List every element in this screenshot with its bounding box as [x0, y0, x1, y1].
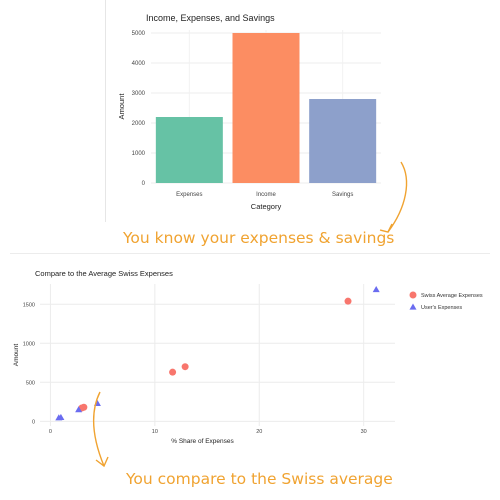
y-tick-label: 1500: [23, 302, 35, 308]
bar-chart-title: Income, Expenses, and Savings: [146, 13, 275, 23]
user-expense-point: [372, 285, 380, 293]
x-tick-label: Income: [256, 192, 276, 198]
x-axis-label: % Share of Expenses: [171, 438, 234, 445]
legend-marker: [409, 291, 417, 299]
user-expense-point: [57, 413, 65, 421]
y-tick-label: 5000: [132, 31, 146, 37]
scatter-chart-title: Compare to the Average Swiss Expenses: [35, 269, 173, 278]
y-axis-label: Amount: [13, 344, 20, 367]
y-tick-label: 0: [142, 181, 146, 187]
scatter-chart: 0 500 1000 1500 0 10 20 30 % Share of Expenses Am…: [13, 284, 483, 445]
bar-savings: [309, 99, 377, 183]
swiss-average-point: [169, 368, 177, 376]
y-axis-label: Amount: [117, 93, 126, 120]
x-tick-label: 0: [49, 429, 52, 435]
x-tick-label: 30: [361, 429, 367, 435]
legend-label: User's Expenses: [421, 305, 462, 311]
x-tick-label: Savings: [332, 192, 353, 198]
x-tick-label: 20: [256, 429, 262, 435]
y-tick-label: 3000: [132, 91, 146, 97]
caption-expenses-savings: You know your expenses & savings: [123, 229, 395, 247]
user-expense-point: [75, 406, 83, 413]
x-tick-label: 10: [152, 429, 158, 435]
bar-income: [232, 33, 300, 183]
swiss-average-point: [344, 297, 352, 305]
bar-chart: 0 1000 2000 3000 4000 5000 Expenses Income Savin…: [117, 30, 381, 211]
x-axis-label: Category: [251, 202, 282, 211]
curved-arrow-icon: [379, 161, 408, 233]
y-tick-label: 1000: [132, 151, 146, 157]
y-tick-label: 500: [26, 380, 35, 386]
caption-swiss-average: You compare to the Swiss average: [126, 470, 393, 488]
y-tick-label: 2000: [132, 121, 146, 127]
y-tick-label: 1000: [23, 341, 35, 347]
x-tick-label: Expenses: [176, 192, 202, 198]
y-tick-label: 0: [32, 419, 35, 425]
y-tick-label: 4000: [132, 61, 146, 67]
swiss-average-point: [80, 403, 88, 411]
bar-chart-panel: Income, Expenses, and Savings 0 1000 2000 3…: [105, 0, 396, 222]
legend-marker: [409, 303, 417, 310]
bar-expenses: [155, 117, 223, 183]
curved-arrow-icon: [93, 391, 109, 468]
swiss-average-point: [181, 363, 189, 371]
legend-label: Swiss Average Expenses: [421, 293, 483, 299]
scatter-chart-panel: Compare to the Average Swiss Expenses 0 5…: [10, 253, 490, 446]
